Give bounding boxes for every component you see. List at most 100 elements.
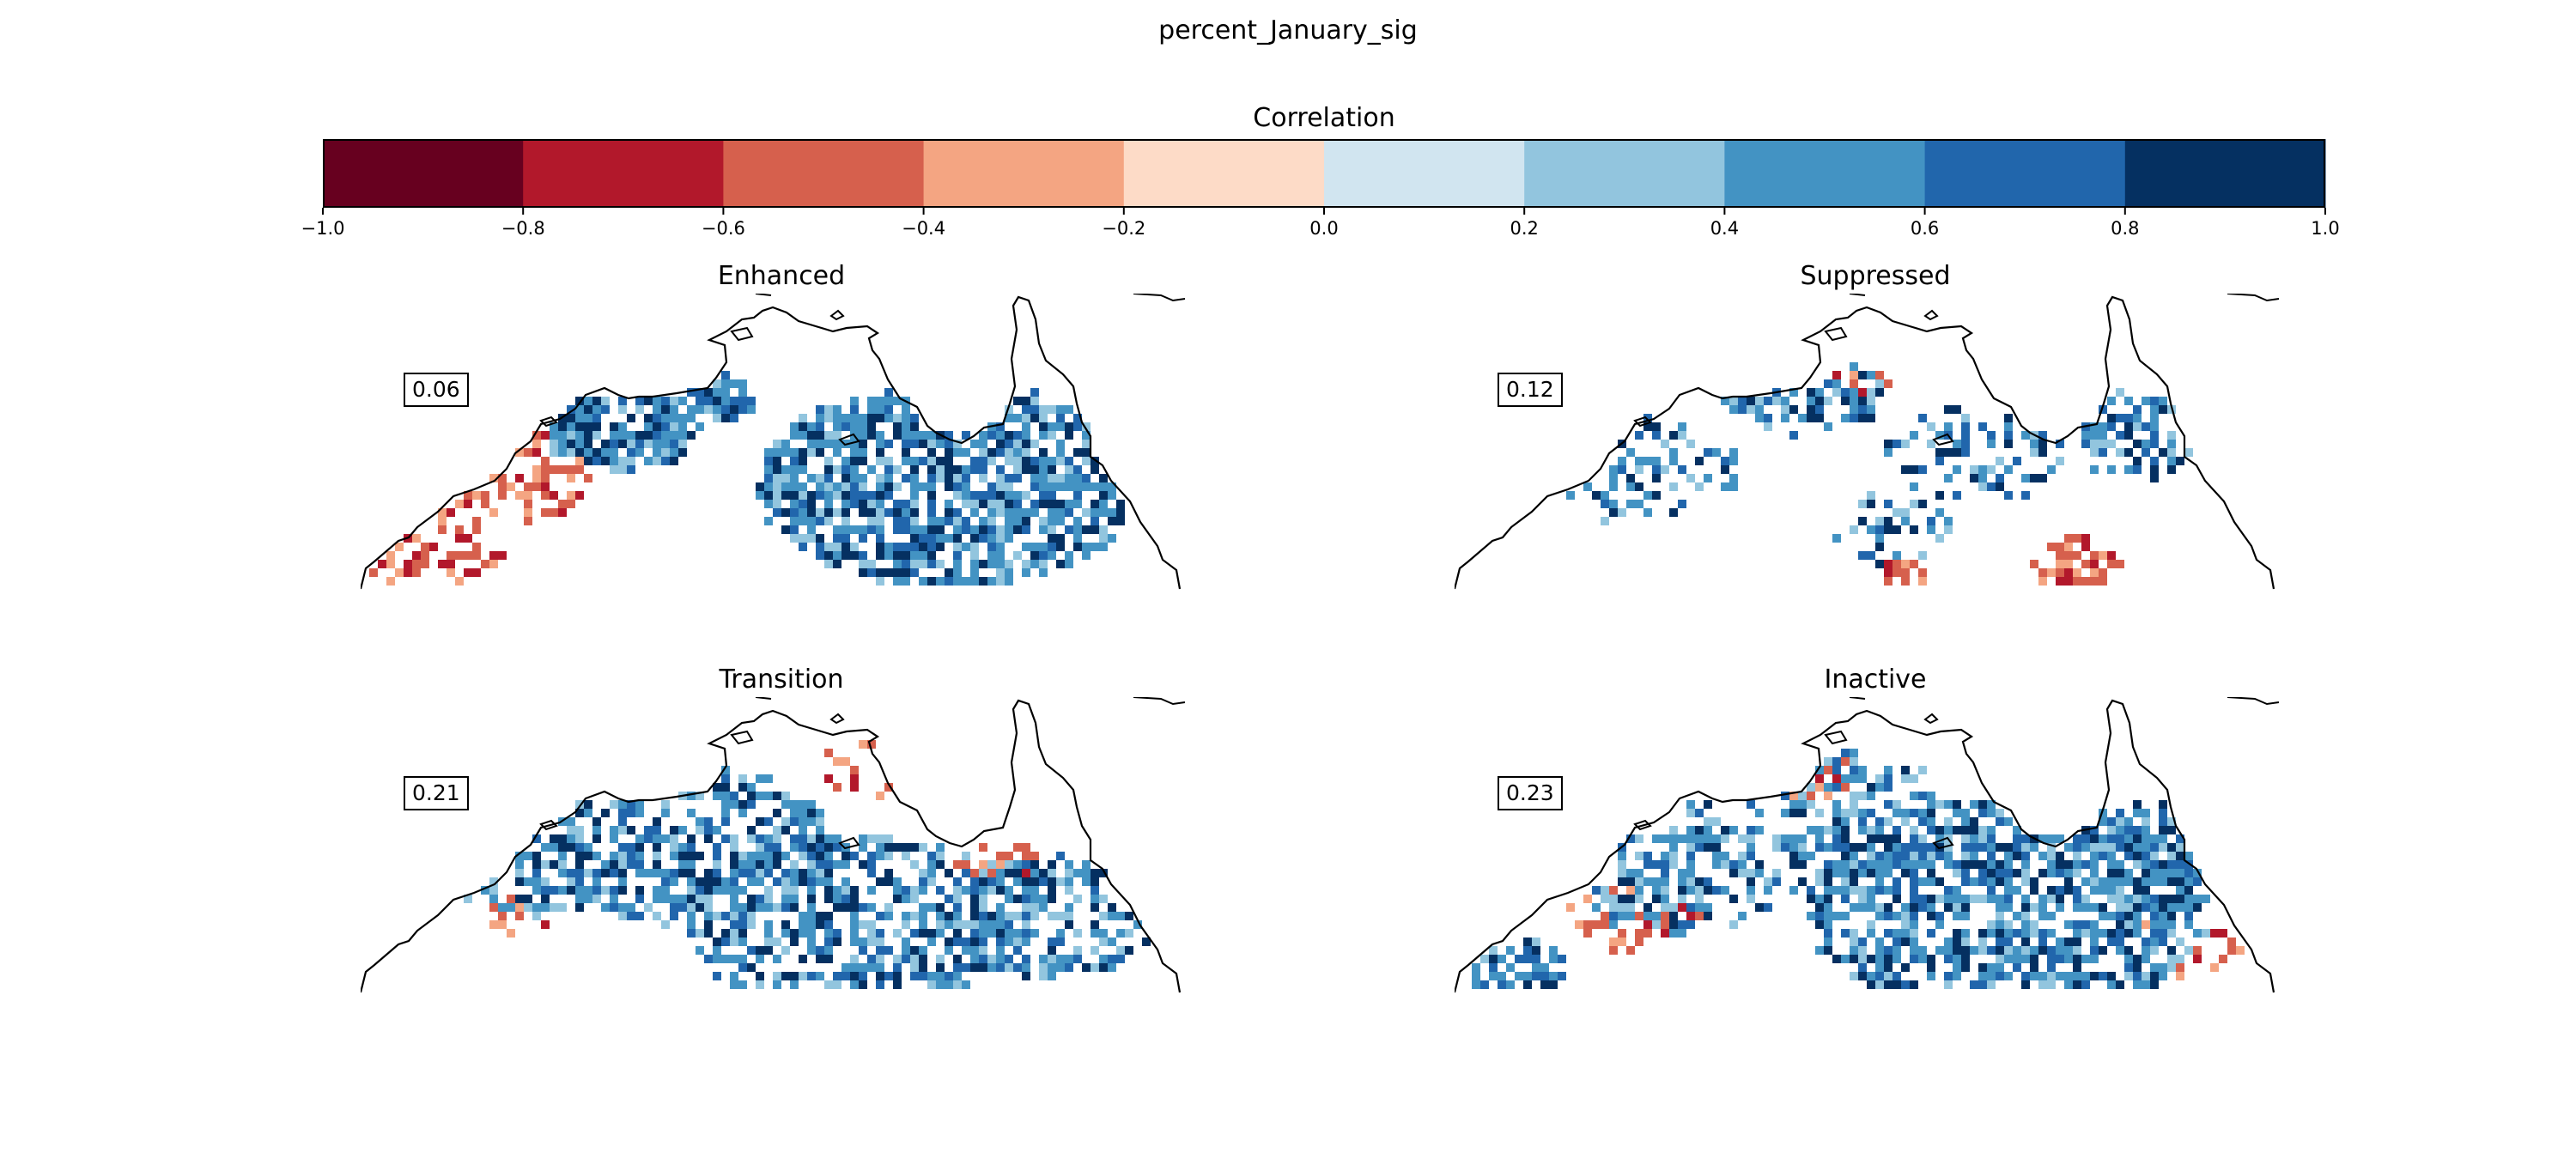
grid-cell bbox=[618, 422, 627, 431]
grid-cell bbox=[1987, 929, 1996, 938]
grid-cell bbox=[936, 955, 945, 963]
grid-cell bbox=[1652, 895, 1661, 903]
grid-cell bbox=[550, 903, 558, 912]
grid-cell bbox=[850, 912, 859, 920]
island-outline bbox=[755, 294, 772, 296]
grid-cell bbox=[2004, 903, 2013, 912]
grid-cell bbox=[790, 972, 799, 980]
grid-cell bbox=[1850, 792, 1858, 800]
grid-cell bbox=[807, 920, 816, 929]
grid-cell bbox=[987, 508, 996, 517]
grid-cell bbox=[945, 568, 953, 577]
grid-cell bbox=[919, 551, 927, 560]
grid-cell bbox=[2124, 912, 2133, 920]
grid-cell bbox=[1824, 938, 1832, 946]
grid-cell bbox=[670, 440, 678, 448]
grid-cell bbox=[1712, 843, 1721, 852]
grid-cell bbox=[1549, 955, 1558, 963]
grid-cell bbox=[2038, 852, 2047, 860]
grid-cell bbox=[833, 757, 841, 766]
grid-cell bbox=[1832, 912, 1841, 920]
grid-cell bbox=[824, 912, 833, 920]
grid-cell bbox=[1048, 938, 1056, 946]
grid-cell bbox=[2030, 903, 2038, 912]
grid-cell bbox=[1661, 895, 1669, 903]
grid-cell bbox=[919, 929, 927, 938]
grid-cell bbox=[1091, 500, 1099, 508]
grid-cell bbox=[1005, 482, 1013, 491]
grid-cell bbox=[1961, 431, 1970, 440]
grid-cell bbox=[1781, 809, 1789, 817]
grid-cell bbox=[1030, 414, 1039, 422]
grid-cell bbox=[2133, 912, 2142, 920]
grid-cell bbox=[1996, 912, 2004, 920]
grid-cell bbox=[2038, 577, 2047, 586]
grid-cell bbox=[867, 508, 876, 517]
grid-cell bbox=[1815, 903, 1824, 912]
grid-cell bbox=[773, 491, 781, 500]
grid-cell bbox=[1626, 834, 1635, 843]
grid-cell bbox=[1661, 929, 1669, 938]
grid-cell bbox=[850, 920, 859, 929]
grid-cell bbox=[919, 482, 927, 491]
grid-cell bbox=[996, 929, 1005, 938]
grid-cell bbox=[1626, 877, 1635, 886]
grid-cell bbox=[747, 920, 756, 929]
grid-cell bbox=[2081, 543, 2090, 551]
grid-cell bbox=[807, 877, 816, 886]
grid-cell bbox=[773, 860, 781, 869]
grid-cell bbox=[867, 414, 876, 422]
grid-cell bbox=[807, 869, 816, 877]
grid-cell bbox=[2142, 886, 2150, 895]
grid-cell bbox=[1480, 980, 1489, 989]
grid-cell bbox=[1065, 560, 1073, 568]
grid-cell bbox=[953, 577, 962, 586]
grid-cell bbox=[936, 577, 945, 586]
grid-cell bbox=[841, 517, 850, 525]
grid-cell bbox=[824, 860, 833, 869]
grid-cell bbox=[1901, 568, 1910, 577]
grid-cell bbox=[884, 465, 893, 474]
grid-cell bbox=[953, 482, 962, 491]
grid-cell bbox=[936, 843, 945, 852]
grid-cell bbox=[996, 886, 1005, 895]
grid-cell bbox=[713, 860, 721, 869]
grid-cell bbox=[1927, 869, 1935, 877]
grid-cell bbox=[1013, 491, 1022, 500]
grid-cell bbox=[1661, 920, 1669, 929]
grid-cell bbox=[635, 852, 644, 860]
grid-cell bbox=[970, 963, 979, 972]
grid-cell bbox=[996, 860, 1005, 869]
grid-cell bbox=[867, 397, 876, 405]
grid-cell bbox=[2099, 809, 2107, 817]
grid-cell bbox=[2013, 929, 2021, 938]
grid-cell bbox=[876, 525, 884, 534]
grid-cell bbox=[1875, 852, 1884, 860]
grid-cell bbox=[1704, 474, 1712, 482]
grid-cell bbox=[1884, 903, 1893, 912]
grid-cell bbox=[1048, 508, 1056, 517]
grid-cell bbox=[1030, 860, 1039, 869]
grid-cell bbox=[945, 869, 953, 877]
grid-cell bbox=[2004, 843, 2013, 852]
grid-cell bbox=[627, 457, 635, 465]
grid-cell bbox=[1729, 826, 1738, 834]
grid-cell bbox=[2047, 895, 2056, 903]
island-outline bbox=[2227, 697, 2280, 706]
grid-cell bbox=[696, 826, 704, 834]
grid-cell bbox=[455, 551, 464, 560]
grid-cell bbox=[850, 474, 859, 482]
grid-cell bbox=[747, 405, 756, 414]
grid-cell bbox=[859, 491, 867, 500]
grid-cell bbox=[2107, 877, 2116, 886]
grid-cell bbox=[910, 534, 919, 543]
grid-cell bbox=[1781, 397, 1789, 405]
grid-cell bbox=[816, 422, 824, 431]
grid-cell bbox=[1022, 877, 1030, 886]
grid-cell bbox=[987, 543, 996, 551]
grid-cell bbox=[945, 972, 953, 980]
grid-cell bbox=[2064, 869, 2073, 877]
grid-cell bbox=[1884, 774, 1893, 783]
grid-cell bbox=[1056, 482, 1065, 491]
grid-cell bbox=[747, 860, 756, 869]
